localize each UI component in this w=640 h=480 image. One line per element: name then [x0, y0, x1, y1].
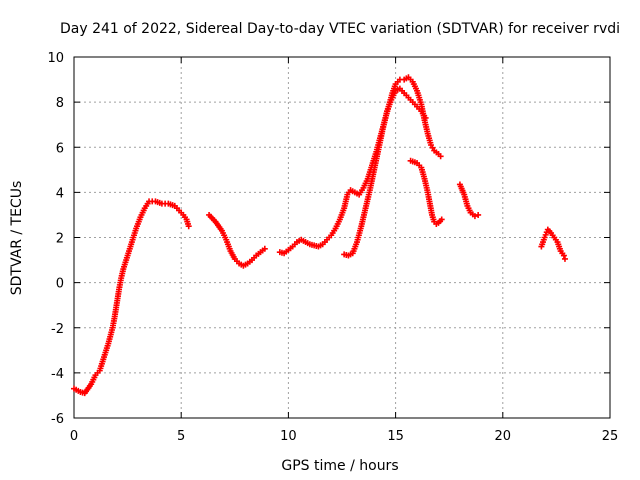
data-point: [560, 252, 567, 259]
x-axis-label: GPS time / hours: [281, 458, 398, 474]
x-tick-label: 10: [280, 429, 297, 444]
y-axis-label: SDTVAR / TECUs: [9, 181, 25, 296]
data-point: [561, 255, 568, 262]
x-tick-label: 15: [387, 429, 404, 444]
x-tick-label: 5: [177, 429, 185, 444]
x-tick-label: 0: [70, 429, 78, 444]
series-arc-5: [407, 157, 445, 227]
y-tick-label: 0: [56, 277, 64, 292]
data-point: [261, 245, 268, 252]
series-arc-2: [206, 211, 268, 269]
y-tick-label: -4: [51, 367, 64, 382]
y-tick-label: 4: [56, 186, 64, 201]
y-tick-label: -6: [51, 412, 64, 427]
data-point: [185, 223, 192, 230]
axis-ticks: 0 5 10 15 20 25 -6 -4 -2 0 2 4 6 8 10: [47, 51, 618, 444]
y-tick-label: 6: [56, 141, 64, 156]
y-tick-label: -2: [51, 322, 64, 337]
data-point: [475, 211, 482, 218]
grid: [74, 57, 610, 418]
data-point: [422, 114, 429, 121]
x-tick-label: 25: [602, 429, 619, 444]
chart-title: Day 241 of 2022, Sidereal Day-to-day VTE…: [60, 21, 620, 37]
series-arc-4: [341, 85, 429, 259]
y-tick-label: 8: [56, 96, 64, 111]
data-points: [71, 74, 568, 397]
y-tick-label: 2: [56, 232, 64, 247]
data-point: [437, 153, 444, 160]
series-arc-6: [456, 181, 482, 220]
data-point: [438, 216, 445, 223]
data-point: [471, 213, 478, 220]
x-tick-label: 20: [495, 429, 512, 444]
series-arc-7: [538, 226, 568, 262]
series-arc-1: [71, 198, 192, 397]
y-tick-label: 10: [47, 51, 64, 66]
